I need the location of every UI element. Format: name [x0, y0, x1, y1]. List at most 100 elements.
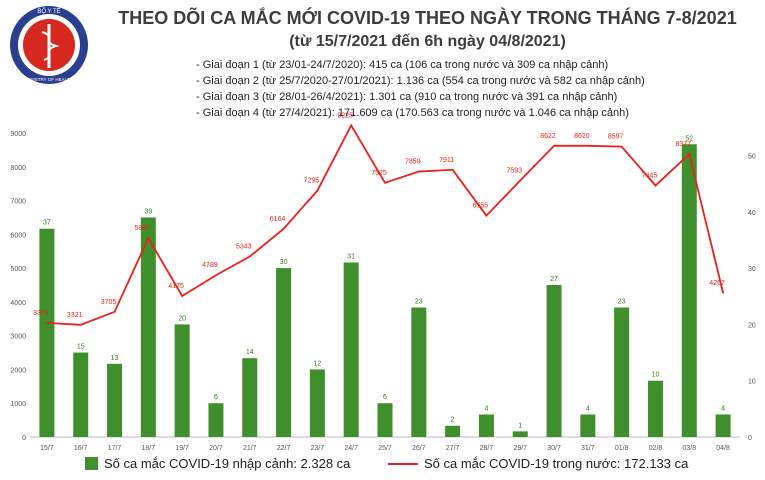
line-point — [147, 237, 150, 239]
line-value-label: 4267 — [709, 280, 725, 287]
y-left-tick-label: 6000 — [10, 232, 26, 239]
bar — [478, 414, 494, 437]
x-tick-label: 02/8 — [649, 445, 663, 452]
line-value-label: 5343 — [236, 244, 252, 251]
bar — [546, 285, 562, 437]
line-value-label: 7911 — [439, 157, 454, 164]
bar-value-label: 4 — [721, 405, 725, 412]
x-tick-label: 24/7 — [344, 445, 358, 452]
y-left-tick-label: 3000 — [10, 334, 26, 341]
bar — [276, 268, 292, 437]
bar-value-label: 30 — [280, 259, 288, 266]
line-value-label: 3321 — [67, 312, 83, 319]
line-value-label: 7593 — [506, 168, 522, 175]
line-value-label: 7295 — [304, 178, 320, 185]
y-left-tick-label: 1000 — [10, 401, 26, 408]
y-right-tick-label: 10 — [748, 379, 756, 386]
line-value-label: 9225 — [337, 112, 353, 119]
bar — [614, 307, 630, 437]
bar — [512, 431, 528, 437]
line-point — [553, 144, 555, 147]
phase-note: Giai đoạn 4 (từ 27/4/2021): 171.609 ca (… — [196, 105, 645, 121]
legend-bar: Số ca mắc COVID-19 nhập cảnh: 2.328 ca — [85, 456, 350, 471]
x-tick-label: 26/7 — [412, 445, 426, 452]
y-left-tick-label: 4000 — [10, 300, 26, 307]
bar — [445, 425, 461, 437]
x-tick-label: 29/7 — [513, 445, 527, 452]
x-tick-label: 23/7 — [311, 445, 325, 452]
bar-value-label: 4 — [586, 405, 590, 412]
line-value-label: 4175 — [168, 283, 184, 290]
bar-value-label: 14 — [246, 349, 254, 356]
x-tick-label: 27/7 — [446, 445, 460, 452]
legend-bar-swatch — [85, 457, 98, 470]
x-tick-label: 01/8 — [615, 445, 629, 452]
line-point — [654, 184, 657, 187]
x-tick-label: 28/7 — [480, 445, 494, 452]
y-right-tick-label: 20 — [748, 322, 756, 329]
chart-title: THEO DÕI CA MẮC MỚI COVID-19 THEO NGÀY T… — [118, 8, 737, 28]
line-value-label: 7445 — [642, 173, 658, 180]
x-tick-label: 25/7 — [378, 445, 392, 452]
bar — [140, 217, 156, 437]
legend-line-label: Số ca mắc COVID-19 trong nước: 172.133 c… — [424, 456, 689, 471]
svg-text:MINISTRY OF HEALTH: MINISTRY OF HEALTH — [25, 77, 73, 82]
bar-value-label: 10 — [652, 372, 660, 379]
bar — [343, 262, 359, 437]
line-value-label: 8597 — [608, 134, 624, 141]
y-right-tick-label: 0 — [748, 435, 752, 442]
line-point — [722, 292, 724, 294]
bar — [681, 144, 697, 437]
phase-note: Giai đoạn 2 (từ 25/7/2020-27/01/2021): 1… — [196, 73, 645, 89]
line-point — [350, 124, 352, 127]
line-value-label: 8622 — [540, 133, 556, 140]
bar-value-label: 12 — [313, 360, 321, 367]
line-point — [451, 168, 454, 171]
line-point — [587, 145, 589, 147]
line-point — [316, 189, 319, 192]
x-tick-label: 16/7 — [74, 445, 88, 452]
line-value-label: 5887 — [135, 225, 151, 232]
bar — [208, 403, 224, 437]
line-point — [79, 324, 82, 326]
bar-value-label: 23 — [618, 299, 626, 306]
bar — [39, 228, 55, 437]
phase-notes: Giai đoạn 1 (từ 23/01-24/7/2020): 415 ca… — [196, 57, 645, 121]
bar — [647, 380, 663, 437]
bar — [242, 358, 258, 437]
line-point — [384, 182, 386, 184]
bar-value-label: 13 — [111, 355, 119, 362]
phase-note: Giai đoạn 1 (từ 23/01-24/7/2020): 415 ca… — [196, 57, 645, 73]
line-point — [282, 227, 285, 230]
line-point — [113, 311, 116, 313]
bar — [580, 414, 596, 437]
line-value-label: 7859 — [405, 159, 421, 166]
x-tick-label: 21/7 — [243, 445, 257, 452]
line-value-label: 8377 — [675, 141, 691, 148]
line-point — [181, 295, 183, 297]
line-point — [688, 153, 691, 155]
bar — [411, 307, 427, 437]
bar-value-label: 52 — [685, 135, 693, 142]
y-left-tick-label: 2000 — [10, 367, 26, 374]
bar — [715, 414, 731, 437]
y-left-tick-label: 0 — [22, 435, 26, 442]
bar-value-label: 15 — [77, 344, 85, 351]
legend-line: Số ca mắc COVID-19 trong nước: 172.133 c… — [388, 456, 688, 471]
line-point — [215, 274, 217, 277]
bar-value-label: 1 — [518, 422, 522, 429]
bar-value-label: 37 — [43, 220, 51, 227]
bar — [107, 363, 123, 437]
line-value-label: 3705 — [101, 299, 117, 306]
bar — [309, 369, 325, 437]
chart-subtitle: (từ 15/7/2021 đến 6h ngày 04/8/2021) — [289, 33, 566, 50]
bar-value-label: 27 — [550, 276, 558, 283]
bar-value-label: 23 — [415, 299, 423, 306]
y-right-tick-label: 50 — [748, 154, 756, 161]
bar-value-label: 31 — [347, 253, 355, 260]
y-left-tick-label: 5000 — [10, 266, 26, 273]
x-tick-label: 15/7 — [40, 445, 54, 452]
line-point — [519, 179, 522, 182]
x-tick-label: 03/8 — [682, 445, 696, 452]
